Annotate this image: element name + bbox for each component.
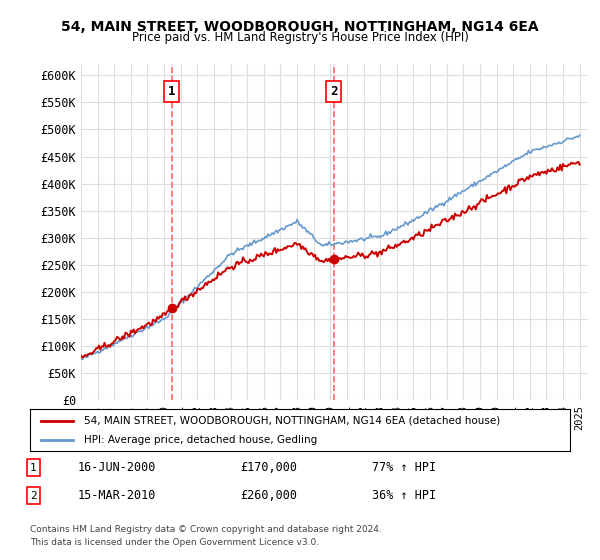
- Text: 2: 2: [30, 491, 37, 501]
- Text: HPI: Average price, detached house, Gedling: HPI: Average price, detached house, Gedl…: [84, 435, 317, 445]
- Text: This data is licensed under the Open Government Licence v3.0.: This data is licensed under the Open Gov…: [30, 538, 319, 547]
- Text: 15-MAR-2010: 15-MAR-2010: [78, 489, 157, 502]
- Text: Contains HM Land Registry data © Crown copyright and database right 2024.: Contains HM Land Registry data © Crown c…: [30, 525, 382, 534]
- Text: 1: 1: [30, 463, 37, 473]
- Text: Price paid vs. HM Land Registry's House Price Index (HPI): Price paid vs. HM Land Registry's House …: [131, 31, 469, 44]
- Text: 54, MAIN STREET, WOODBOROUGH, NOTTINGHAM, NG14 6EA: 54, MAIN STREET, WOODBOROUGH, NOTTINGHAM…: [61, 20, 539, 34]
- Text: 77% ↑ HPI: 77% ↑ HPI: [372, 461, 436, 474]
- Text: 1: 1: [168, 85, 176, 98]
- Text: 36% ↑ HPI: 36% ↑ HPI: [372, 489, 436, 502]
- Text: 2: 2: [330, 85, 338, 98]
- Text: 16-JUN-2000: 16-JUN-2000: [78, 461, 157, 474]
- Text: 54, MAIN STREET, WOODBOROUGH, NOTTINGHAM, NG14 6EA (detached house): 54, MAIN STREET, WOODBOROUGH, NOTTINGHAM…: [84, 416, 500, 426]
- Text: £170,000: £170,000: [240, 461, 297, 474]
- Text: £260,000: £260,000: [240, 489, 297, 502]
